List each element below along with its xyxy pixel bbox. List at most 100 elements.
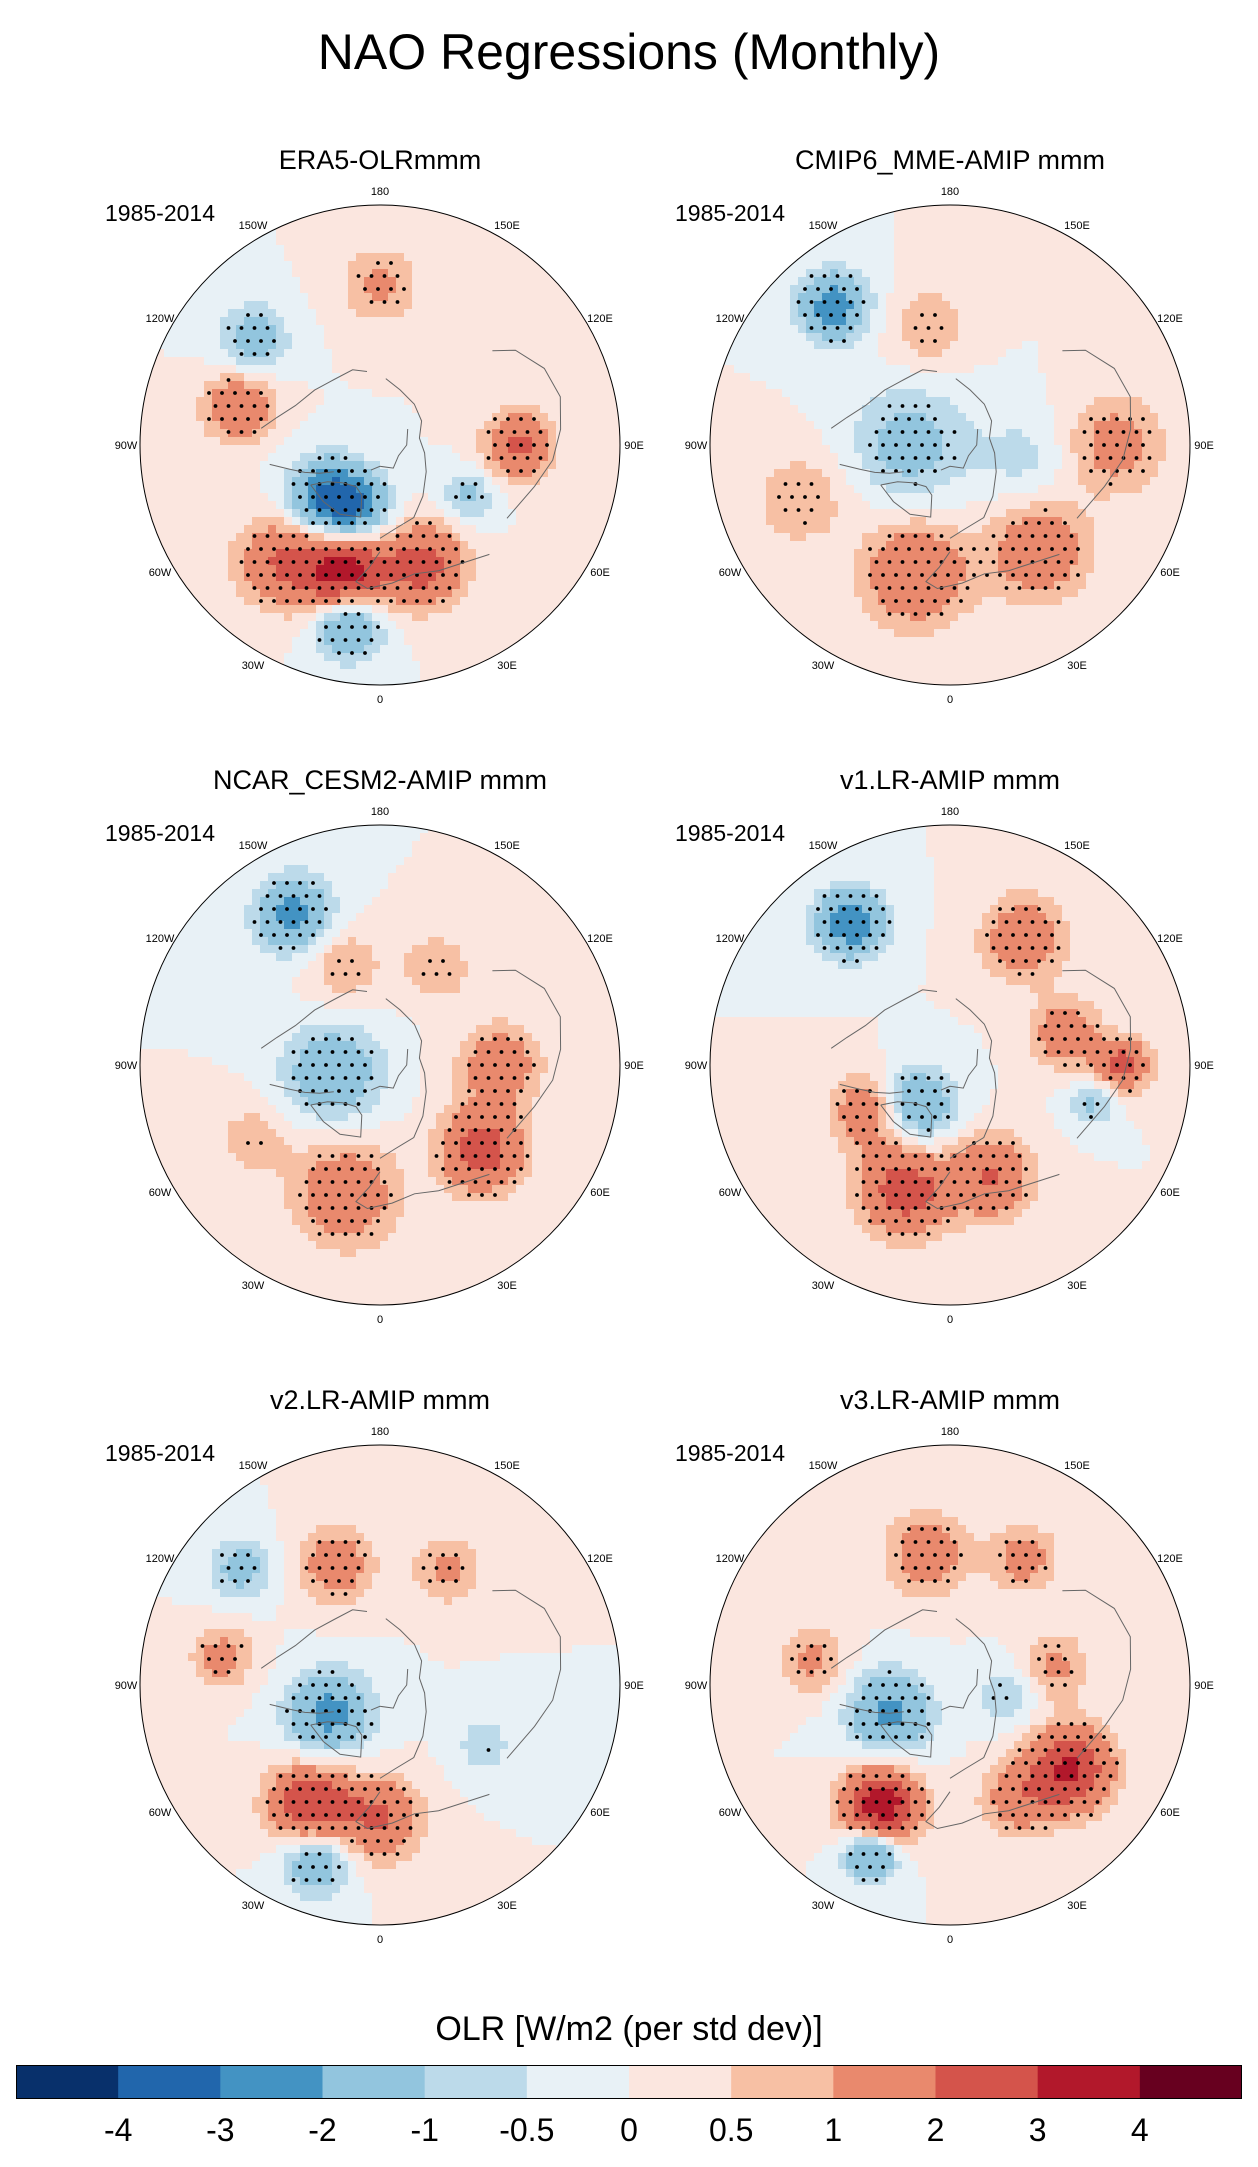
field-cell (886, 341, 895, 350)
longitude-label: 180 (371, 186, 389, 198)
field-cell (444, 317, 453, 326)
field-cell (180, 533, 189, 542)
field-cell (798, 461, 807, 470)
field-cell (484, 269, 493, 278)
field-cell (372, 621, 381, 630)
field-cell (1022, 205, 1031, 214)
field-cell (822, 421, 831, 430)
field-cell (886, 413, 895, 422)
field-cell (1046, 293, 1055, 302)
field-cell (428, 213, 437, 222)
field-cell (428, 261, 437, 270)
field-cell (212, 413, 221, 422)
field-cell (308, 301, 317, 310)
field-cell (284, 333, 293, 342)
field-cell (340, 645, 349, 654)
field-cell (1038, 421, 1047, 430)
field-cell (476, 653, 485, 662)
field-cell (452, 277, 461, 286)
field-cell (340, 469, 349, 478)
field-cell (854, 357, 863, 366)
field-cell (492, 293, 501, 302)
field-cell (758, 333, 767, 342)
field-cell (1126, 381, 1135, 390)
field-cell (460, 309, 469, 318)
field-cell (516, 437, 525, 446)
significance-dot (343, 638, 348, 642)
field-cell (388, 389, 397, 398)
field-cell (268, 237, 277, 246)
field-cell (500, 237, 509, 246)
field-cell (734, 357, 743, 366)
field-cell (580, 581, 589, 590)
field-cell (396, 285, 405, 294)
field-cell (870, 421, 879, 430)
field-cell (974, 389, 983, 398)
field-cell (1046, 285, 1055, 294)
field-cell (790, 309, 799, 318)
field-cell (316, 413, 325, 422)
field-cell (300, 469, 309, 478)
field-cell (196, 413, 205, 422)
field-cell (332, 389, 341, 398)
field-cell (500, 541, 509, 550)
field-cell (790, 365, 799, 374)
field-cell (508, 429, 517, 438)
field-cell (878, 317, 887, 326)
field-cell (1062, 365, 1071, 374)
field-cell (396, 365, 405, 374)
field-cell (420, 549, 429, 558)
field-cell (372, 261, 381, 270)
field-cell (774, 293, 783, 302)
field-cell (1174, 445, 1183, 454)
field-cell (156, 405, 165, 414)
field-cell (396, 421, 405, 430)
field-cell (516, 381, 525, 390)
field-cell (324, 653, 333, 662)
significance-dot (538, 456, 543, 460)
field-cell (372, 309, 381, 318)
field-cell (1070, 453, 1079, 462)
field-cell (380, 453, 389, 462)
field-cell (372, 517, 381, 526)
significance-dot (265, 404, 270, 408)
field-cell (476, 389, 485, 398)
significance-dot (272, 339, 276, 343)
field-cell (348, 285, 357, 294)
field-cell (1014, 405, 1023, 414)
field-cell (484, 301, 493, 310)
field-cell (492, 405, 501, 414)
field-cell (340, 229, 349, 238)
field-cell (1134, 389, 1143, 398)
field-cell (870, 229, 879, 238)
field-cell (420, 517, 429, 526)
field-cell (348, 461, 357, 470)
field-cell (380, 429, 389, 438)
field-cell (396, 549, 405, 558)
field-cell (404, 597, 413, 606)
field-cell (878, 325, 887, 334)
field-cell (468, 597, 477, 606)
field-cell (1054, 413, 1063, 422)
field-cell (260, 445, 269, 454)
field-cell (524, 621, 533, 630)
field-cell (902, 229, 911, 238)
field-cell (588, 381, 597, 390)
field-cell (1006, 309, 1015, 318)
field-cell (1086, 469, 1095, 478)
field-cell (172, 325, 181, 334)
field-cell (244, 629, 253, 638)
field-cell (1118, 317, 1127, 326)
field-cell (572, 325, 581, 334)
field-cell (1006, 445, 1015, 454)
field-cell (364, 261, 373, 270)
field-cell (580, 453, 589, 462)
field-cell (902, 389, 911, 398)
field-cell (782, 453, 791, 462)
field-cell (436, 405, 445, 414)
field-cell (564, 485, 573, 494)
field-cell (580, 389, 589, 398)
field-cell (814, 397, 823, 406)
field-cell (356, 565, 365, 574)
field-cell (412, 661, 421, 670)
